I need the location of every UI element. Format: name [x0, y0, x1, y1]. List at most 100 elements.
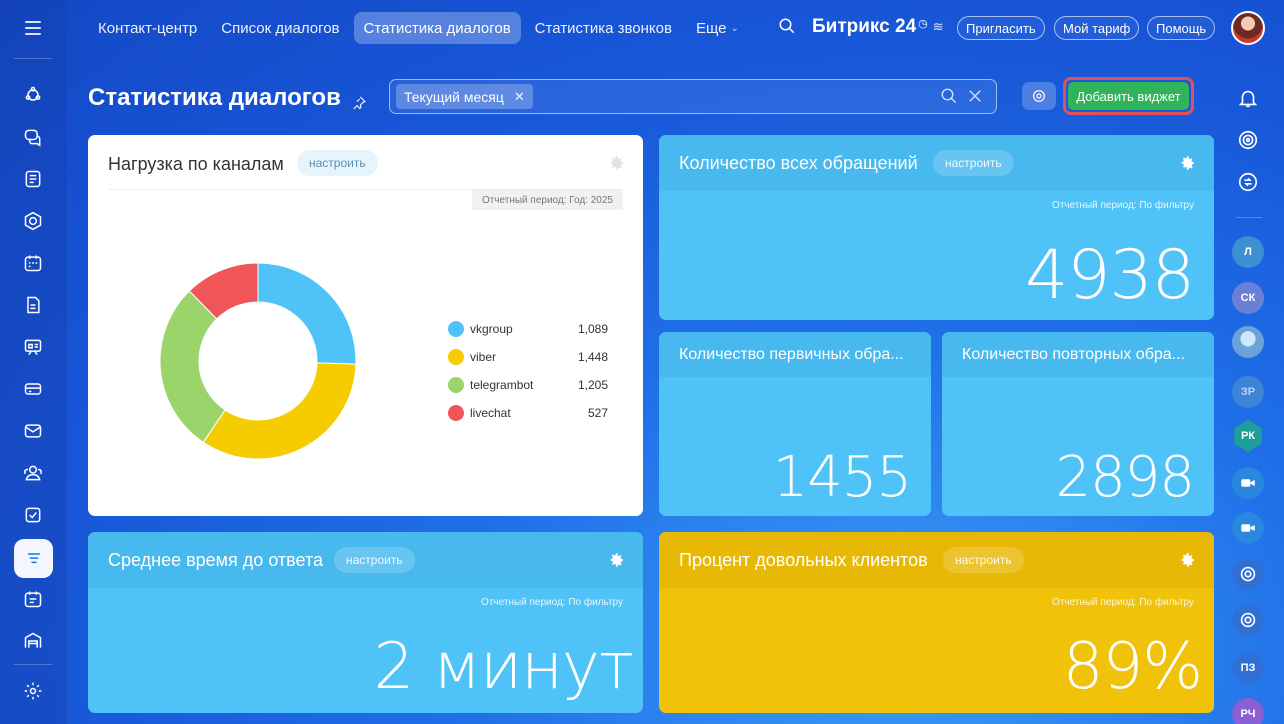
widget-title: Среднее время до ответа — [108, 550, 323, 570]
tasks-icon[interactable] — [18, 500, 48, 530]
legend-item-livechat[interactable]: livechat 527 — [448, 399, 608, 427]
legend-label: telegrambot — [470, 378, 534, 392]
setup-button[interactable]: настроить — [334, 547, 415, 573]
gear-icon[interactable] — [1178, 551, 1196, 569]
avatar[interactable] — [1232, 326, 1264, 358]
avatar[interactable]: РК — [1234, 420, 1262, 452]
response-value: 2 минут — [373, 630, 634, 704]
top-navigation: Контакт-центр Список диалогов Статистика… — [88, 12, 749, 44]
donut-slice-livechat[interactable] — [188, 262, 259, 320]
avatar[interactable]: Л — [1232, 236, 1264, 268]
chat-icon[interactable] — [18, 122, 48, 152]
contacts-icon[interactable] — [18, 458, 48, 488]
warehouse-icon[interactable] — [18, 626, 48, 656]
donut-slice-viber[interactable] — [202, 362, 357, 460]
video-icon[interactable] — [1232, 512, 1264, 544]
setup-button[interactable]: настроить — [297, 150, 378, 176]
widget-header: Процент довольных клиентов настроить — [659, 532, 1214, 588]
bell-icon[interactable] — [1232, 82, 1264, 114]
legend-value: 1,205 — [577, 378, 608, 392]
tab-call-stats[interactable]: Статистика звонков — [534, 19, 672, 37]
brand-name: Битрикс 24 — [812, 16, 917, 37]
feed-icon[interactable] — [18, 164, 48, 194]
copilot-icon[interactable] — [1232, 558, 1264, 590]
filter-chip-label: Текущий месяц — [404, 88, 504, 105]
calendar-icon[interactable] — [18, 248, 48, 278]
close-icon[interactable]: ✕ — [513, 88, 525, 104]
search-icon[interactable] — [940, 87, 958, 105]
legend-item-viber[interactable]: viber 1,448 — [448, 343, 608, 371]
legend-item-vkgroup[interactable]: vkgroup 1,089 — [448, 315, 608, 343]
my-tariff-button[interactable]: Мой тариф — [1054, 16, 1140, 40]
legend-swatch — [448, 405, 464, 421]
gear-icon[interactable] — [1178, 154, 1196, 172]
messenger-icon[interactable] — [1232, 166, 1264, 198]
copilot-icon[interactable] — [1232, 604, 1264, 636]
contact-center-icon[interactable] — [14, 539, 53, 578]
widget-title: Нагрузка по каналам — [108, 154, 284, 174]
sidebar-divider — [1236, 217, 1262, 218]
setup-button[interactable]: настроить — [933, 150, 1014, 176]
clear-icon[interactable] — [966, 87, 984, 105]
response-time-widget: Среднее время до ответа настроить Отчетн… — [88, 532, 643, 713]
legend-label: viber — [470, 350, 497, 364]
schedule-icon[interactable] — [18, 584, 48, 614]
store-icon[interactable] — [18, 374, 48, 404]
widget-title: Количество повторных обра... — [962, 346, 1185, 363]
pin-icon[interactable] — [351, 90, 367, 110]
filter-search-input[interactable]: Текущий месяц ✕ — [389, 79, 997, 114]
mail-icon[interactable] — [18, 416, 48, 446]
copilot-icon[interactable] — [1232, 124, 1264, 156]
primary-requests-widget: Количество первичных обра... 1455 — [659, 332, 931, 516]
legend-value: 1,089 — [577, 322, 608, 336]
avatar[interactable]: ЗР — [1232, 376, 1264, 408]
search-icon[interactable] — [778, 17, 798, 37]
menu-icon[interactable] — [18, 14, 48, 42]
left-sidebar — [0, 0, 67, 724]
gear-icon[interactable] — [607, 551, 625, 569]
legend-label: vkgroup — [470, 322, 513, 336]
channels-widget: Нагрузка по каналам настроить Отчетный п… — [88, 135, 643, 516]
user-avatar[interactable] — [1231, 11, 1265, 45]
widget-title: Процент довольных клиентов — [679, 550, 928, 570]
avatar[interactable]: РЧ — [1232, 698, 1264, 724]
activity-icon[interactable] — [18, 80, 48, 110]
divider — [108, 189, 623, 190]
setup-button[interactable]: настроить — [943, 547, 1024, 573]
legend-value: 527 — [587, 406, 608, 420]
gear-icon[interactable] — [607, 154, 625, 177]
tab-dialog-stats[interactable]: Статистика диалогов — [353, 12, 521, 44]
settings-icon[interactable] — [18, 676, 48, 706]
legend-swatch — [448, 349, 464, 365]
document-icon[interactable] — [18, 290, 48, 320]
sidebar-divider — [14, 664, 52, 665]
total-value: 4938 — [1024, 236, 1195, 315]
tab-contact-center[interactable]: Контакт-центр — [98, 19, 198, 37]
settings-button[interactable] — [1022, 82, 1056, 110]
highlight-frame: Добавить виджет — [1063, 77, 1194, 115]
add-widget-button[interactable]: Добавить виджет — [1068, 82, 1189, 110]
hexagon-icon[interactable] — [18, 206, 48, 236]
repeat-requests-widget: Количество повторных обра... 2898 — [942, 332, 1214, 516]
donut-slice-telegrambot[interactable] — [159, 290, 226, 443]
tab-dialog-list[interactable]: Список диалогов — [221, 19, 340, 37]
sidebar-divider — [14, 58, 52, 59]
legend-item-telegrambot[interactable]: telegrambot 1,205 — [448, 371, 608, 399]
video-icon[interactable] — [1232, 467, 1264, 499]
filter-chip[interactable]: Текущий месяц ✕ — [396, 84, 533, 109]
avatar[interactable]: СК — [1232, 282, 1264, 314]
repeat-value: 2898 — [1055, 445, 1195, 510]
tab-more[interactable]: Еще ⌄ — [686, 12, 749, 44]
sliders-icon[interactable]: ≋ — [932, 19, 944, 34]
widget-title: Количество первичных обра... — [679, 346, 904, 363]
help-button[interactable]: Помощь — [1147, 16, 1216, 40]
board-icon[interactable] — [18, 332, 48, 362]
invite-button[interactable]: Пригласить — [957, 16, 1045, 40]
chart-legend: vkgroup 1,089 viber 1,448 telegrambot 1,205 li… — [448, 315, 608, 427]
brand-logo[interactable]: Битрикс 24 ◷ ≋ — [812, 16, 944, 38]
donut-slice-vkgroup[interactable] — [257, 262, 357, 365]
primary-value: 1455 — [772, 445, 912, 510]
donut-chart — [159, 262, 357, 460]
avatar[interactable]: ПЗ — [1232, 652, 1264, 684]
widget-header: Количество повторных обра... — [942, 332, 1214, 377]
